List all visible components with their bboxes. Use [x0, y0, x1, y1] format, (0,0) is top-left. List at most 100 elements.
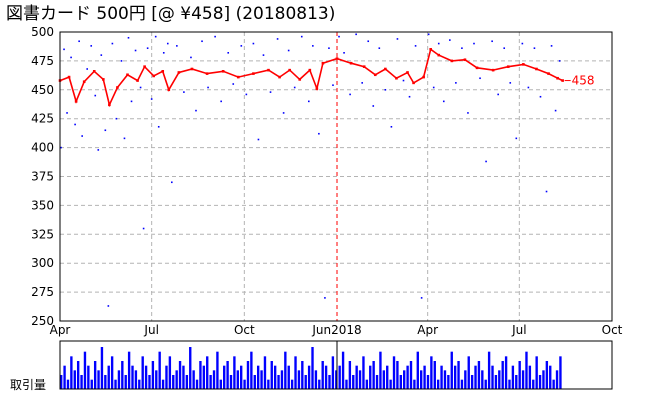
volume-bar — [365, 379, 369, 389]
price-line-points — [58, 48, 564, 107]
volume-bar — [467, 356, 470, 389]
trade-point — [107, 305, 110, 307]
price-point — [102, 78, 105, 81]
trade-point — [287, 49, 290, 52]
trade-point — [262, 54, 265, 56]
volume-bar — [321, 361, 324, 389]
price-point — [308, 68, 312, 72]
trade-point — [432, 86, 435, 89]
trade-point — [162, 52, 165, 54]
volume-bar — [290, 379, 294, 389]
volume-bar — [100, 347, 104, 389]
volume-bar — [121, 361, 124, 389]
trade-point — [70, 56, 72, 59]
price-point — [321, 61, 325, 65]
volume-bar — [549, 365, 552, 389]
volume-bar — [66, 379, 70, 389]
volume-bar — [538, 375, 542, 389]
volume-bar — [158, 351, 161, 389]
price-point — [92, 70, 96, 73]
trade-point — [282, 112, 285, 114]
trade-point — [308, 100, 310, 103]
y-tick-label: 475 — [31, 54, 54, 68]
trade-point — [245, 93, 248, 96]
trade-point — [437, 42, 440, 45]
price-point — [349, 61, 353, 65]
trade-point — [100, 54, 103, 56]
volume-bar — [406, 365, 409, 389]
price-point — [236, 75, 240, 79]
trade-point — [276, 38, 279, 40]
price-point — [67, 75, 71, 79]
volume-bar — [185, 375, 189, 389]
volume-bar — [263, 356, 267, 389]
volume-bar — [199, 361, 202, 389]
price-point — [547, 72, 550, 75]
trade-point — [86, 68, 88, 70]
trade-point — [414, 45, 417, 47]
volume-bar — [420, 370, 423, 389]
volume-bar — [443, 370, 447, 389]
x-tick-label: Jul — [143, 323, 158, 337]
volume-bar — [189, 347, 192, 389]
trade-point — [183, 91, 185, 93]
trade-point — [361, 82, 363, 84]
price-point — [556, 76, 559, 80]
volume-bar — [90, 379, 93, 389]
trade-point — [449, 39, 451, 41]
y-tick-label: 500 — [31, 25, 54, 39]
trade-point — [120, 60, 123, 62]
trade-point — [343, 52, 345, 54]
price-point — [126, 73, 129, 77]
volume-bar — [433, 361, 436, 389]
trade-point — [545, 190, 548, 193]
volume-bar — [389, 379, 392, 389]
volume-bar — [226, 361, 229, 389]
price-line-series — [59, 47, 563, 108]
volume-bar — [511, 365, 515, 389]
price-point — [422, 75, 425, 79]
volume-bar — [297, 370, 301, 389]
volume-bar — [260, 370, 263, 389]
volume-bar — [352, 375, 355, 389]
volume-bar — [545, 361, 549, 389]
trade-point — [554, 109, 557, 112]
volume-bar — [151, 361, 155, 389]
y-tick-label: 325 — [31, 227, 54, 241]
volume-bar — [161, 379, 165, 389]
volume-bar — [70, 356, 73, 389]
trade-point — [81, 135, 83, 137]
trade-point — [324, 297, 326, 299]
volume-bar — [287, 365, 290, 389]
trade-point — [497, 93, 499, 96]
y-tick-label: 300 — [31, 256, 54, 270]
trade-point — [97, 149, 100, 151]
price-point — [395, 76, 398, 80]
volume-bar — [195, 379, 199, 389]
price-point — [491, 68, 495, 72]
price-point — [278, 75, 281, 79]
volume-bar — [409, 361, 413, 389]
price-point — [315, 87, 319, 90]
volume-plot-frame — [59, 340, 613, 390]
price-point — [335, 57, 339, 60]
volume-bar — [477, 361, 481, 389]
trade-point — [146, 47, 149, 49]
volume-bar — [436, 379, 440, 389]
volume-bar — [110, 356, 114, 389]
trade-point — [293, 86, 296, 89]
volume-bar — [341, 351, 345, 389]
volume-bar — [165, 365, 168, 389]
volume-bars — [60, 347, 562, 389]
price-point — [373, 73, 377, 77]
price-point — [406, 71, 409, 74]
trade-point — [390, 125, 393, 128]
volume-bar — [250, 351, 253, 389]
price-point — [288, 68, 291, 72]
trade-point — [171, 181, 173, 184]
volume-bar — [331, 356, 335, 389]
price-point — [116, 86, 119, 89]
trade-point — [195, 109, 197, 112]
volume-bar — [233, 356, 236, 389]
